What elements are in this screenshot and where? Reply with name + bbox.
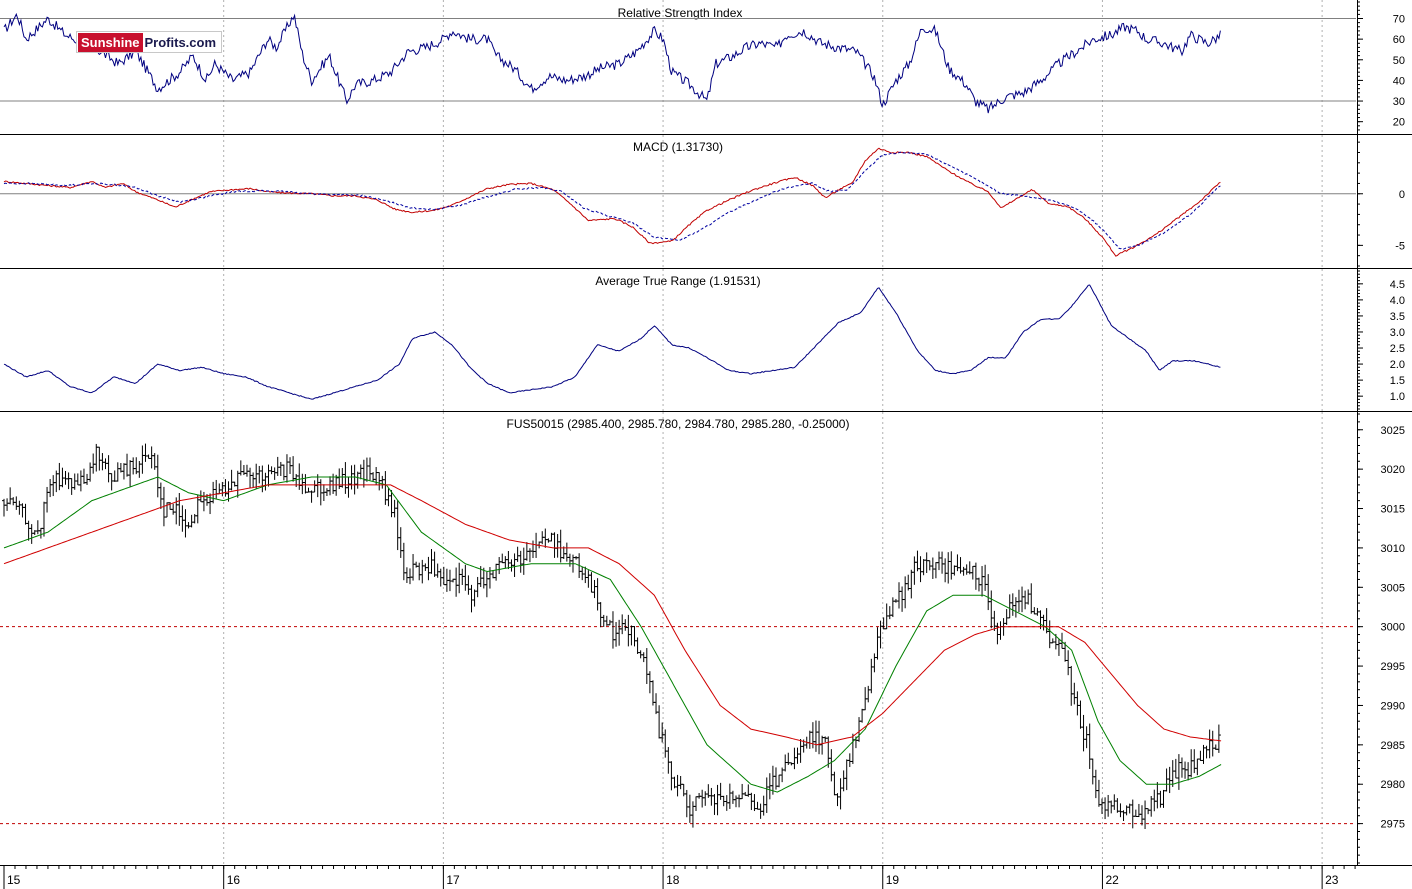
x-axis: 15 16 17 18 19 22 23: [0, 865, 1412, 889]
y-tick-label: 0: [1399, 189, 1405, 201]
y-tick-label: 3000: [1381, 622, 1405, 634]
x-tick-label: 18: [666, 873, 680, 887]
macd-title: MACD (1.31730): [633, 140, 723, 154]
y-tick-label: 3.5: [1390, 311, 1405, 323]
moving-average-line: [3, 476, 1222, 793]
x-tick-label: 22: [1105, 873, 1119, 887]
y-tick-label: 2980: [1381, 779, 1405, 791]
macd-panel: MACD (1.31730) 0 -5: [0, 135, 1412, 269]
y-tick-label: 3025: [1381, 425, 1405, 437]
atr-title: Average True Range (1.91531): [595, 274, 760, 288]
y-tick-label: 30: [1393, 96, 1405, 108]
series-line: [3, 284, 1221, 400]
y-tick-label: 1.5: [1390, 375, 1405, 387]
y-tick-label: 50: [1393, 55, 1405, 67]
series-line: [3, 147, 1221, 257]
y-tick-label: 4.5: [1390, 279, 1405, 291]
y-tick-label: 20: [1393, 117, 1405, 129]
y-tick-label: 2975: [1381, 819, 1405, 831]
x-tick-label: 19: [886, 873, 900, 887]
y-tick-label: 40: [1393, 75, 1405, 87]
atr-panel: Average True Range (1.91531) 1.0 1.5 2.0 2.…: [0, 269, 1412, 412]
y-tick-label: 2990: [1381, 700, 1405, 712]
y-tick-label: 2995: [1381, 661, 1405, 673]
moving-average-line: [3, 484, 1222, 746]
x-tick-label: 15: [7, 873, 21, 887]
series-line: [3, 12, 1221, 114]
brand-logo-part2: Profits.com: [144, 35, 217, 50]
y-tick-label: 2.5: [1390, 343, 1405, 355]
x-tick-label: 16: [227, 873, 241, 887]
y-tick-label: 2985: [1381, 740, 1405, 752]
rsi-title: Relative Strength Index: [618, 6, 743, 20]
ohlc-bars: [2, 443, 1221, 830]
y-tick-label: 3015: [1381, 504, 1405, 516]
brand-logo-part1: Sunshine: [78, 33, 143, 52]
y-tick-label: 60: [1393, 34, 1405, 46]
y-tick-label: 1.0: [1390, 391, 1405, 403]
rsi-panel: Relative Strength Index 20 30 40 50 60 70: [0, 0, 1412, 135]
brand-logo: Sunshine Profits.com: [76, 31, 222, 53]
y-tick-label: 3010: [1381, 543, 1405, 555]
y-tick-label: 3.0: [1390, 327, 1405, 339]
x-tick-label: 23: [1325, 873, 1339, 887]
y-tick-label: 3005: [1381, 582, 1405, 594]
x-tick-label: 17: [446, 873, 460, 887]
y-tick-label: 4.0: [1390, 295, 1405, 307]
series-line: [3, 151, 1221, 250]
y-tick-label: 2.0: [1390, 359, 1405, 371]
y-tick-label: 3020: [1381, 464, 1405, 476]
y-tick-label: 70: [1393, 14, 1405, 26]
y-tick-label: -5: [1395, 240, 1405, 252]
price-title: FUS50015 (2985.400, 2985.780, 2984.780, …: [507, 417, 850, 431]
